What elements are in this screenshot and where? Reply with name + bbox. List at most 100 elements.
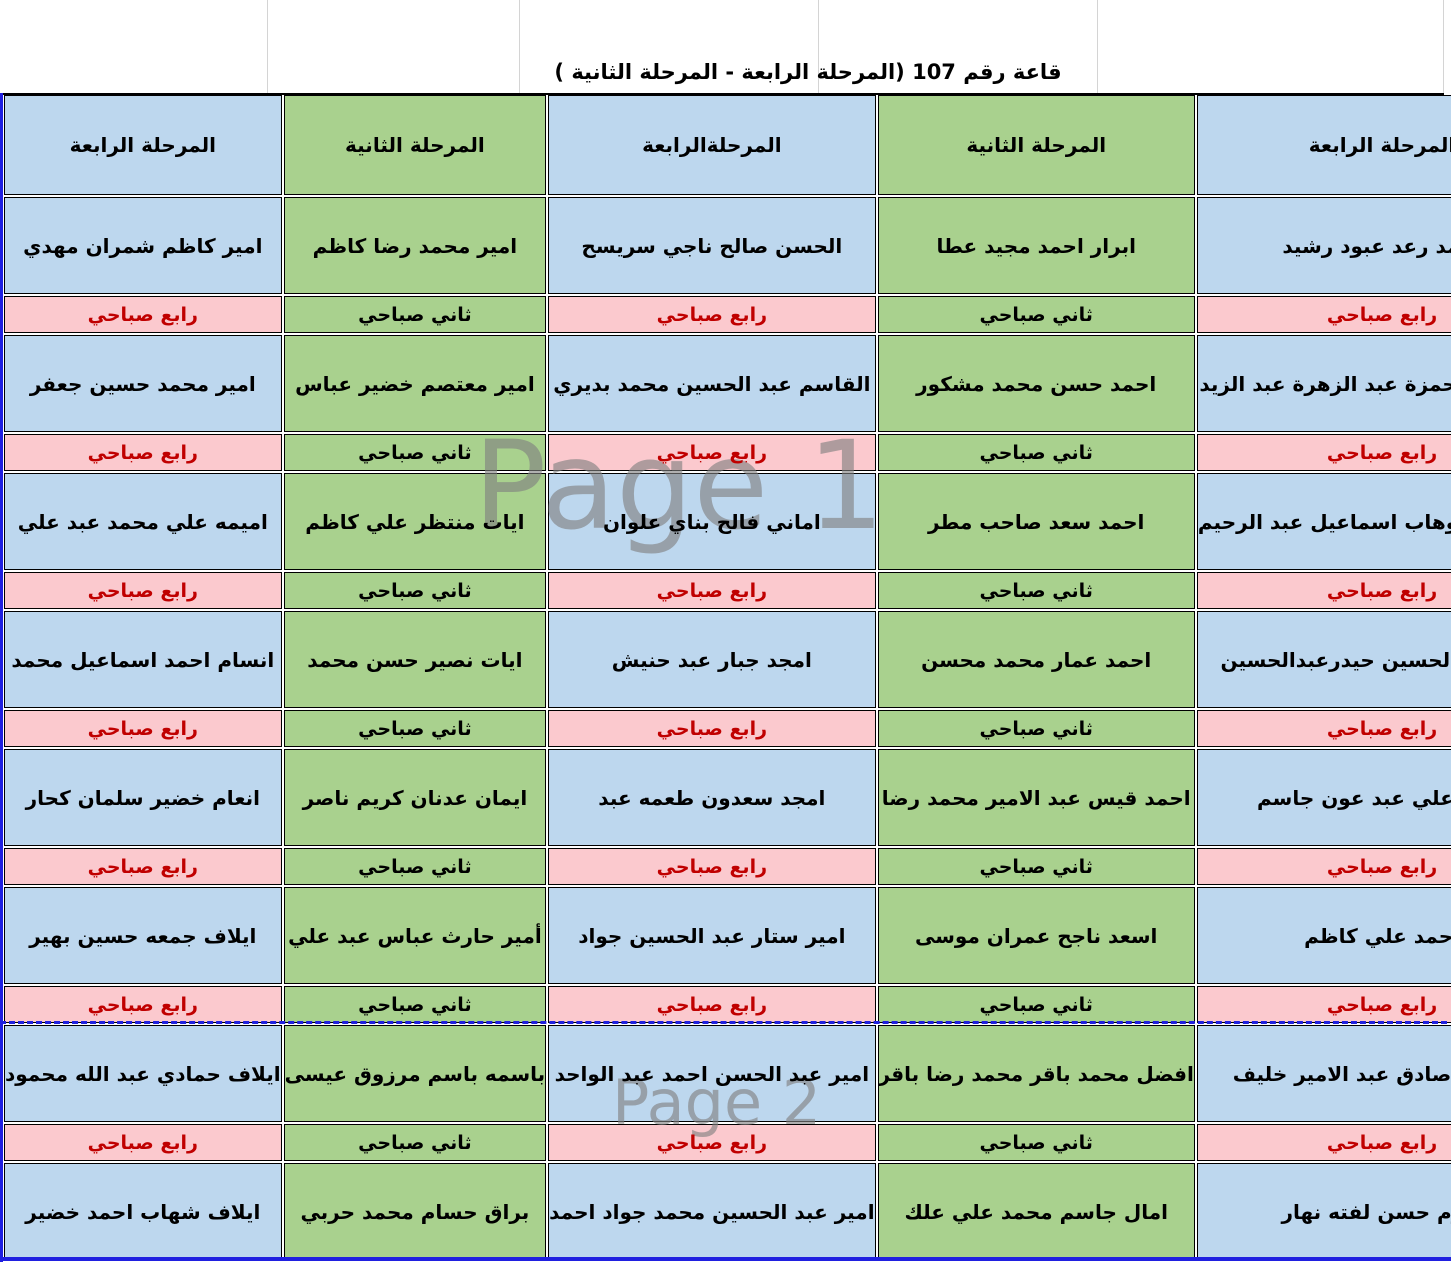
status-cell-label: رابع صباحي (656, 993, 768, 1016)
stage-header-cell[interactable]: المرحلة الثانية (283, 95, 547, 195)
student-name-cell[interactable]: امير محمد حسين جعفر (4, 335, 282, 432)
status-cell[interactable]: ثاني صباحي (283, 1124, 547, 1161)
student-name-cell[interactable]: باسمه باسم مرزوق عيسى (283, 1025, 547, 1122)
status-cell-label: رابع صباحي (656, 579, 768, 602)
student-name-cell[interactable]: احمد قيس عبد الامير محمد رضا (877, 749, 1195, 846)
status-cell[interactable]: ثاني صباحي (877, 710, 1195, 747)
status-cell-label: ثاني صباحي (358, 717, 472, 740)
student-name-cell[interactable]: امال جاسم محمد علي علك (877, 1163, 1195, 1260)
status-cell[interactable]: ثاني صباحي (877, 434, 1195, 471)
status-cell[interactable]: رابع صباحي (548, 986, 876, 1023)
student-name-cell[interactable]: استبرق صادق عبد الامير خليف (1196, 1025, 1451, 1122)
student-name-cell[interactable]: احمد عبد الوهاب اسماعيل عبد الرحيم (1196, 473, 1451, 570)
student-name-cell-label: ايات منتظر علي كاظم (305, 509, 525, 534)
status-cell[interactable]: رابع صباحي (1196, 710, 1451, 747)
student-name-cell[interactable]: ايلاف جمعه حسين بهير (4, 887, 282, 984)
status-cell-label: ثاني صباحي (979, 1131, 1093, 1154)
status-cell[interactable]: رابع صباحي (1196, 434, 1451, 471)
status-cell[interactable]: ثاني صباحي (283, 848, 547, 885)
status-cell[interactable]: رابع صباحي (4, 848, 282, 885)
student-name-cell[interactable]: ايات نصير حسن محمد (283, 611, 547, 708)
student-name-cell[interactable]: امير كاظم شمران مهدي (4, 197, 282, 294)
student-name-cell[interactable]: انعام خضير سلمان كحار (4, 749, 282, 846)
student-name-cell[interactable]: احمد علي عبد عون جاسم (1196, 749, 1451, 846)
student-name-cell[interactable]: أمير حارث عباس عبد علي (283, 887, 547, 984)
status-cell[interactable]: ثاني صباحي (877, 296, 1195, 333)
status-cell[interactable]: رابع صباحي (548, 848, 876, 885)
student-name-cell[interactable]: ابرار احمد مجيد عطا (877, 197, 1195, 294)
stage-header-cell[interactable]: المرحلةالرابعة (548, 95, 876, 195)
status-cell[interactable]: رابع صباحي (4, 710, 282, 747)
status-cell-label: رابع صباحي (87, 993, 198, 1016)
stage-header-cell[interactable]: المرحلة الرابعة (1196, 95, 1451, 195)
status-cell[interactable]: ثاني صباحي (283, 434, 547, 471)
status-cell-label: رابع صباحي (87, 855, 198, 878)
student-name-cell[interactable]: افضل محمد باقر محمد رضا باقر (877, 1025, 1195, 1122)
student-name-cell[interactable]: ايمان عدنان كريم ناصر (283, 749, 547, 846)
student-name-cell[interactable]: انسام احمد اسماعيل محمد (4, 611, 282, 708)
student-name-cell[interactable]: امير ستار عبد الحسين جواد (548, 887, 876, 984)
student-name-cell[interactable]: احمد علي كاظم (1196, 887, 1451, 984)
seating-table: المرحلة الرابعة المرحلة الثانية المرحلةالر… (2, 93, 1451, 1262)
status-cell[interactable]: رابع صباحي (4, 986, 282, 1023)
student-name-cell[interactable]: ايات منتظر علي كاظم (283, 473, 547, 570)
student-name-cell[interactable]: اكرم حسن لفته نهار (1196, 1163, 1451, 1260)
student-name-cell[interactable]: احمد عمار محمد محسن (877, 611, 1195, 708)
stage-header-cell[interactable]: المرحلة الرابعة (4, 95, 282, 195)
status-cell[interactable]: ثاني صباحي (877, 572, 1195, 609)
student-name-cell[interactable]: اسعد ناجح عمران موسى (877, 887, 1195, 984)
student-name-cell[interactable]: امير معتصم خضير عباس (283, 335, 547, 432)
status-cell[interactable]: ثاني صباحي (283, 710, 547, 747)
gridline (1443, 0, 1444, 93)
status-cell[interactable]: رابع صباحي (548, 710, 876, 747)
student-name-cell[interactable]: امير محمد رضا كاظم (283, 197, 547, 294)
student-name-cell-label: اسعد ناجح عمران موسى (915, 923, 1158, 948)
status-cell[interactable]: ثاني صباحي (877, 986, 1195, 1023)
status-cell[interactable]: رابع صباحي (4, 572, 282, 609)
status-cell[interactable]: رابع صباحي (548, 434, 876, 471)
student-name-cell[interactable]: ايلاف حمادي عبد الله محمود (4, 1025, 282, 1122)
student-name-cell-label: احمد قيس عبد الامير محمد رضا (881, 785, 1191, 810)
student-name-cell[interactable]: امير عبد الحسين محمد جواد احمد (548, 1163, 876, 1260)
status-cell-label: رابع صباحي (87, 579, 198, 602)
student-name-cell[interactable]: امجد سعدون طعمه عبد (548, 749, 876, 846)
status-cell[interactable]: رابع صباحي (1196, 848, 1451, 885)
status-cell[interactable]: ثاني صباحي (283, 296, 547, 333)
student-name-cell[interactable]: احمد عبدالحسين حيدرعبدالحسين (1196, 611, 1451, 708)
student-name-cell-label: احمد عبدالحسين حيدرعبدالحسين (1220, 647, 1451, 672)
gridline (818, 0, 819, 93)
student-name-cell[interactable]: الحسن صالح ناجي سريسح (548, 197, 876, 294)
student-name-cell[interactable]: اميمه علي محمد عبد علي (4, 473, 282, 570)
status-cell[interactable]: رابع صباحي (4, 1124, 282, 1161)
status-cell[interactable]: ثاني صباحي (877, 848, 1195, 885)
status-cell[interactable]: رابع صباحي (1196, 296, 1451, 333)
status-cell[interactable]: رابع صباحي (1196, 1124, 1451, 1161)
status-cell-label: ثاني صباحي (979, 579, 1093, 602)
student-name-cell[interactable]: اماني فالح بناي علوان (548, 473, 876, 570)
student-name-cell[interactable]: ايلاف شهاب احمد خضير (4, 1163, 282, 1260)
status-cell-label: ثاني صباحي (979, 855, 1093, 878)
student-name-cell[interactable]: احمد حسن محمد مشكور (877, 335, 1195, 432)
status-cell[interactable]: ثاني صباحي (283, 986, 547, 1023)
status-cell[interactable]: رابع صباحي (1196, 986, 1451, 1023)
student-name-cell[interactable]: امير عبد الحسن احمد عبد الواحد (548, 1025, 876, 1122)
status-cell[interactable]: رابع صباحي (548, 296, 876, 333)
page-break-line-bottom (0, 1257, 1451, 1261)
sheet-title[interactable]: قاعة رقم 107 (المرحلة الرابعة - المرحلة … (554, 60, 1062, 84)
status-cell[interactable]: ثاني صباحي (877, 1124, 1195, 1161)
student-name-cell[interactable]: احمد سعد صاحب مطر (877, 473, 1195, 570)
student-name-cell-label: امير كاظم شمران مهدي (23, 233, 263, 258)
student-name-cell[interactable]: براق حسام محمد حربي (283, 1163, 547, 1260)
status-cell[interactable]: رابع صباحي (548, 1124, 876, 1161)
status-cell[interactable]: رابع صباحي (548, 572, 876, 609)
student-name-cell[interactable]: احمد رعد عبود رشيد (1196, 197, 1451, 294)
status-cell[interactable]: رابع صباحي (4, 296, 282, 333)
student-name-cell[interactable]: القاسم عبد الحسين محمد بديري (548, 335, 876, 432)
status-cell[interactable]: رابع صباحي (1196, 572, 1451, 609)
stage-header-cell[interactable]: المرحلة الثانية (877, 95, 1195, 195)
status-cell[interactable]: رابع صباحي (4, 434, 282, 471)
student-name-cell[interactable]: احمد عبد الحمزة عبد الزهرة عبد الزيد (1196, 335, 1451, 432)
student-name-cell-label: امال جاسم محمد علي علك (904, 1199, 1168, 1224)
status-cell[interactable]: ثاني صباحي (283, 572, 547, 609)
student-name-cell[interactable]: امجد جبار عبد حنيش (548, 611, 876, 708)
